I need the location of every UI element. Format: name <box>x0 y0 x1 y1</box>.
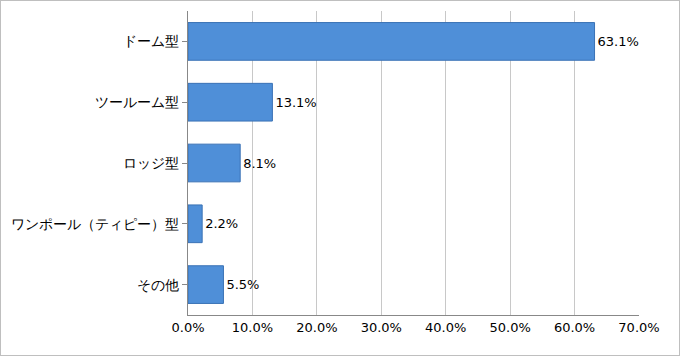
svg-text:63.1%: 63.1% <box>598 34 639 49</box>
svg-text:13.1%: 13.1% <box>275 95 316 110</box>
svg-text:0.0%: 0.0% <box>171 320 204 335</box>
svg-text:70.0%: 70.0% <box>618 320 659 335</box>
svg-text:60.0%: 60.0% <box>554 320 595 335</box>
svg-text:ドーム型: ドーム型 <box>123 33 179 49</box>
svg-text:30.0%: 30.0% <box>361 320 402 335</box>
svg-text:その他: その他 <box>137 277 179 293</box>
svg-text:8.1%: 8.1% <box>243 156 276 171</box>
svg-text:ワンポール（ティピー）型: ワンポール（ティピー）型 <box>11 216 179 232</box>
svg-text:10.0%: 10.0% <box>232 320 273 335</box>
svg-text:ロッジ型: ロッジ型 <box>123 155 179 171</box>
svg-text:40.0%: 40.0% <box>425 320 466 335</box>
svg-text:50.0%: 50.0% <box>489 320 530 335</box>
svg-text:2.2%: 2.2% <box>205 216 238 231</box>
svg-text:ツールーム型: ツールーム型 <box>95 94 179 110</box>
svg-text:20.0%: 20.0% <box>296 320 337 335</box>
svg-text:5.5%: 5.5% <box>226 277 259 292</box>
